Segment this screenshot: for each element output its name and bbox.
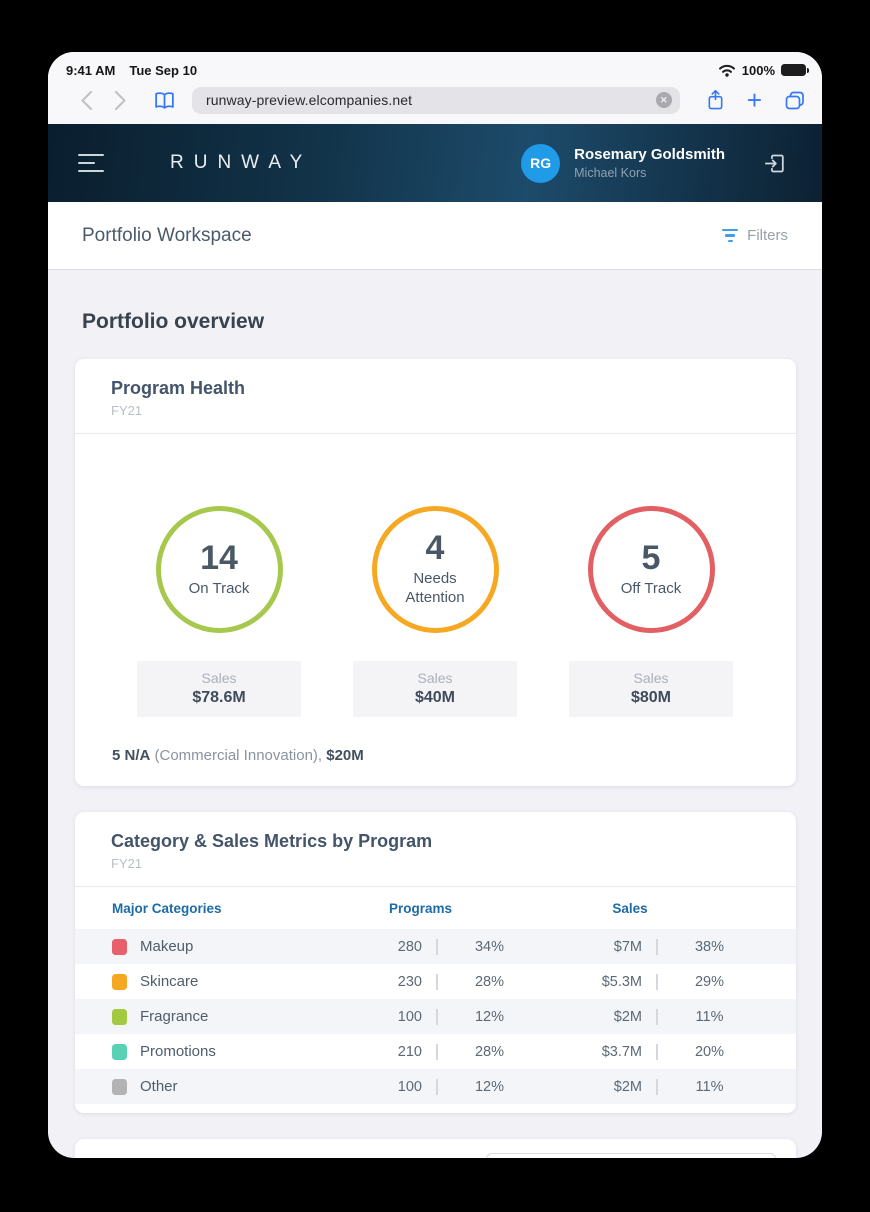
status-date: Tue Sep 10 (129, 62, 198, 78)
skincare-swatch (112, 973, 127, 990)
table-header: Major Categories Programs Sales (75, 887, 796, 929)
card-title: Category & Sales Metrics by Program (111, 831, 433, 851)
col-programs: Programs (388, 900, 453, 916)
on-track-count: 14 (200, 538, 238, 577)
status-needs-attention: 4 Needs Attention Sales $40M (327, 506, 543, 717)
program-health-card: Program Health FY21 14 On Track Sales $ (75, 359, 796, 786)
col-sales: Sales (612, 900, 648, 916)
new-tab-icon[interactable]: + (746, 85, 762, 115)
screen: 9:41 AM Tue Sep 10 100% r (48, 52, 822, 1158)
needs-attention-sales: Sales $40M (353, 661, 517, 717)
filters-label: Filters (747, 227, 788, 244)
fragrance-swatch (112, 1008, 127, 1025)
back-button[interactable] (72, 86, 100, 114)
card-title: Program Health (111, 378, 246, 398)
main-content: Portfolio overview Program Health FY21 1… (48, 270, 822, 1158)
share-icon[interactable] (706, 88, 725, 112)
card-subtitle: FY21 (111, 856, 143, 871)
page-title-bar: Portfolio Workspace Filters (48, 202, 822, 270)
url-text: runway-preview.elcompanies.net (206, 92, 413, 108)
status-off-track: 5 Off Track Sales $80M (543, 506, 759, 717)
next-card-partial (75, 1139, 796, 1158)
user-name: Rosemary Goldsmith (574, 146, 725, 163)
status-on-track: 14 On Track Sales $78.6M (111, 506, 327, 717)
on-track-ring[interactable]: 14 On Track (155, 506, 283, 633)
on-track-label: On Track (188, 579, 250, 597)
menu-icon[interactable] (78, 154, 104, 172)
off-track-count: 5 (641, 538, 661, 577)
table-row-promotions[interactable]: Promotions 210 28% $3.7M 20% (75, 1034, 796, 1069)
battery-percent: 100% (741, 62, 775, 78)
card-subtitle: FY21 (111, 403, 143, 418)
partial-control[interactable] (486, 1153, 776, 1158)
battery-icon (781, 64, 809, 76)
wifi-icon (718, 64, 736, 77)
on-track-sales: Sales $78.6M (137, 661, 301, 717)
page-title: Portfolio Workspace (82, 224, 252, 246)
needs-attention-label: Needs Attention (405, 569, 465, 607)
address-bar[interactable]: runway-preview.elcompanies.net ✕ (192, 86, 680, 114)
needs-attention-count: 4 (425, 529, 445, 568)
category-metrics-card: Category & Sales Metrics by Program FY21… (75, 812, 796, 1113)
col-major-categories: Major Categories (112, 900, 222, 916)
other-swatch (112, 1078, 127, 1095)
promotions-swatch (112, 1043, 127, 1060)
user-company: Michael Kors (574, 166, 647, 180)
off-track-ring[interactable]: 5 Off Track (587, 506, 715, 633)
filters-button[interactable]: Filters (722, 227, 788, 244)
bookmarks-icon[interactable] (150, 86, 178, 114)
tabs-icon[interactable] (784, 90, 806, 111)
logout-icon[interactable] (761, 150, 788, 177)
off-track-sales: Sales $80M (569, 661, 733, 717)
filter-icon (722, 228, 739, 243)
clear-url-icon[interactable]: ✕ (655, 92, 672, 108)
table-row-fragrance[interactable]: Fragrance 100 12% $2M 11% (75, 999, 796, 1034)
table-row-other[interactable]: Other 100 12% $2M 11% (75, 1069, 796, 1104)
off-track-label: Off Track (620, 579, 682, 597)
section-title: Portfolio overview (82, 310, 265, 333)
na-footnote: 5 N/A (Commercial Innovation), $20M (112, 747, 364, 764)
status-bar: 9:41 AM Tue Sep 10 100% (48, 52, 822, 82)
table-row-makeup[interactable]: Makeup 280 34% $7M 38% (75, 929, 796, 964)
browser-toolbar: runway-preview.elcompanies.net ✕ + (48, 82, 822, 124)
makeup-swatch (112, 938, 127, 955)
brand-logo: RUNWAY (170, 152, 313, 173)
status-time: 9:41 AM (66, 62, 116, 78)
app-header: RUNWAY RG Rosemary Goldsmith Michael Kor… (48, 124, 822, 202)
avatar[interactable]: RG (521, 143, 561, 183)
needs-attention-ring[interactable]: 4 Needs Attention (371, 506, 499, 633)
forward-button[interactable] (106, 86, 134, 114)
table-row-skincare[interactable]: Skincare 230 28% $5.3M 29% (75, 964, 796, 999)
